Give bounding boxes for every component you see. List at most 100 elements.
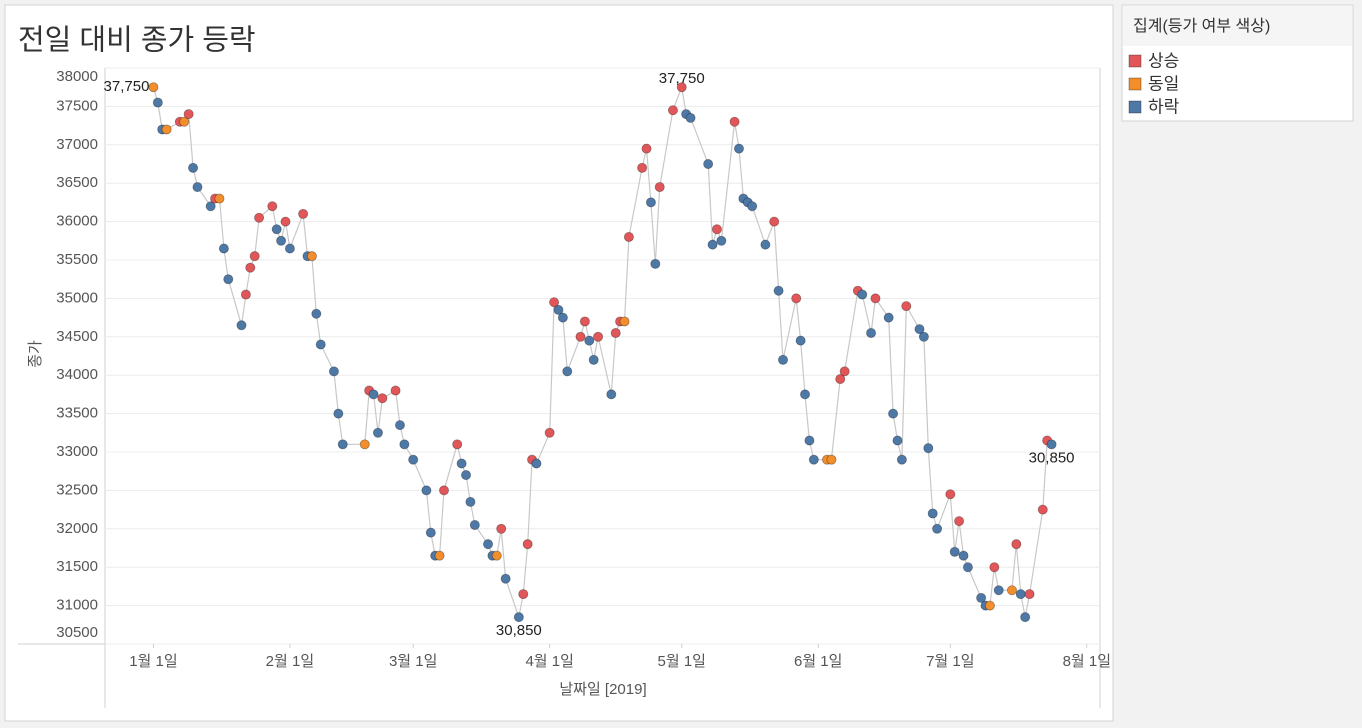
legend-label: 동일 [1148, 74, 1179, 93]
data-point [650, 258, 661, 269]
data-point [707, 239, 718, 250]
y-tick-label: 35500 [56, 251, 98, 268]
data-point [562, 366, 573, 377]
data-point [619, 316, 630, 327]
data-point [1006, 585, 1017, 596]
legend-swatch [1128, 54, 1142, 68]
data-point [857, 289, 868, 300]
data-point [148, 82, 159, 93]
data-point [183, 109, 194, 120]
x-tick-label: 2월 1일 [266, 653, 314, 670]
data-point [835, 374, 846, 385]
data-point [883, 312, 894, 323]
data-point [778, 354, 789, 365]
x-tick-label: 1월 1일 [129, 653, 177, 670]
value-label: 37,750 [104, 78, 150, 95]
y-axis-label: 종가 [27, 340, 44, 368]
x-tick-label: 5월 1일 [658, 653, 706, 670]
data-point [888, 408, 899, 419]
y-tick-label: 34000 [56, 366, 98, 383]
data-point [549, 297, 560, 308]
data-point [826, 454, 837, 465]
data-point [276, 235, 287, 246]
data-point [249, 251, 260, 262]
data-point [610, 327, 621, 338]
legend-title: 집계(등가 여부 색상) [1133, 17, 1270, 35]
data-point [553, 304, 564, 315]
data-point [1046, 439, 1057, 450]
data-point [461, 470, 472, 481]
data-point [496, 523, 507, 534]
data-point [522, 539, 533, 550]
data-point [588, 354, 599, 365]
data-point [584, 335, 595, 346]
data-point [267, 201, 278, 212]
data-point [218, 243, 229, 254]
y-tick-label: 38000 [56, 68, 98, 85]
data-point [641, 143, 652, 154]
data-point [923, 443, 934, 454]
data-point [1020, 612, 1031, 623]
data-point [518, 589, 529, 600]
data-point [795, 335, 806, 346]
data-point [531, 458, 542, 469]
value-label: 37,750 [659, 70, 705, 87]
data-point [337, 439, 348, 450]
data-point [271, 224, 282, 235]
data-point [892, 435, 903, 446]
data-point [500, 573, 511, 584]
legend-label: 상승 [1148, 51, 1179, 70]
data-point [152, 97, 163, 108]
x-tick-label: 3월 1일 [389, 653, 437, 670]
data-point [359, 439, 370, 450]
data-point [747, 201, 758, 212]
data-point [606, 389, 617, 400]
data-point [483, 539, 494, 550]
value-label: 30,850 [1029, 449, 1075, 466]
x-tick-label: 7월 1일 [926, 653, 974, 670]
y-tick-label: 37000 [56, 136, 98, 153]
y-tick-label: 30500 [56, 624, 98, 641]
data-point [394, 420, 405, 431]
data-point [372, 427, 383, 438]
data-point [465, 496, 476, 507]
data-point [804, 435, 815, 446]
data-point [192, 182, 203, 193]
data-point [958, 550, 969, 561]
data-point [945, 489, 956, 500]
data-point [685, 112, 696, 123]
data-point [1015, 589, 1026, 600]
data-point [645, 197, 656, 208]
data-point [703, 158, 714, 169]
data-point [808, 454, 819, 465]
legend-header [1123, 6, 1352, 46]
data-point [866, 327, 877, 338]
chart-title: 전일 대비 종가 등락 [18, 24, 256, 57]
data-point [993, 585, 1004, 596]
data-point [976, 592, 987, 603]
data-point [544, 427, 555, 438]
legend-swatch [1128, 100, 1142, 114]
data-point [729, 116, 740, 127]
data-point [769, 216, 780, 227]
data-point [927, 508, 938, 519]
data-point [791, 293, 802, 304]
data-point [284, 243, 295, 254]
data-point [575, 331, 586, 342]
x-tick-label: 8월 1일 [1063, 653, 1111, 670]
y-tick-label: 31500 [56, 558, 98, 575]
data-point [760, 239, 771, 250]
data-point [637, 162, 648, 173]
x-axis-label: 날짜일 [2019] [559, 681, 646, 698]
data-point [989, 562, 1000, 573]
data-point [654, 182, 665, 193]
data-point [161, 124, 172, 135]
x-tick-label: 4월 1일 [525, 653, 573, 670]
data-point [280, 216, 291, 227]
data-point [773, 285, 784, 296]
data-point [513, 612, 524, 623]
data-point [1037, 504, 1048, 515]
data-point [390, 385, 401, 396]
